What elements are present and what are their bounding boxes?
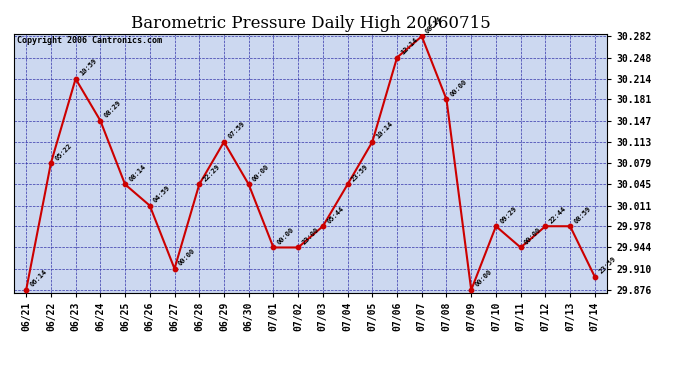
Text: 22:29: 22:29 <box>202 164 221 183</box>
Text: 06:14: 06:14 <box>29 269 48 288</box>
Point <box>293 244 304 250</box>
Point <box>391 54 402 60</box>
Text: 04:59: 04:59 <box>152 184 172 204</box>
Text: 08:59: 08:59 <box>573 205 592 225</box>
Text: 12:14: 12:14 <box>400 36 419 56</box>
Point <box>169 266 180 272</box>
Point <box>540 223 551 229</box>
Point <box>416 33 427 39</box>
Text: 07:59: 07:59 <box>227 121 246 140</box>
Text: 23:59: 23:59 <box>351 164 370 183</box>
Text: 10:59: 10:59 <box>79 58 98 77</box>
Point <box>268 244 279 250</box>
Point <box>119 182 130 188</box>
Point <box>491 223 502 229</box>
Text: 23:00: 23:00 <box>301 226 320 246</box>
Text: 00:00: 00:00 <box>524 226 543 246</box>
Text: 22:44: 22:44 <box>548 205 567 225</box>
Point <box>564 223 575 229</box>
Point <box>194 182 205 188</box>
Point <box>466 287 477 293</box>
Point <box>46 160 57 166</box>
Text: 05:44: 05:44 <box>326 205 345 225</box>
Text: 08:14: 08:14 <box>128 164 147 183</box>
Text: 08:29: 08:29 <box>103 100 122 119</box>
Text: 00:00: 00:00 <box>276 226 295 246</box>
Point <box>243 182 254 188</box>
Point <box>589 274 600 280</box>
Point <box>515 244 526 250</box>
Point <box>70 76 81 82</box>
Point <box>21 287 32 293</box>
Text: 00:00: 00:00 <box>177 248 197 267</box>
Text: 00:00: 00:00 <box>449 78 469 98</box>
Point <box>317 223 328 229</box>
Text: 08:14: 08:14 <box>424 15 444 34</box>
Text: 00:00: 00:00 <box>251 164 270 183</box>
Text: Copyright 2006 Cantronics.com: Copyright 2006 Cantronics.com <box>17 36 161 45</box>
Point <box>441 96 452 102</box>
Text: 10:14: 10:14 <box>375 121 395 140</box>
Title: Barometric Pressure Daily High 20060715: Barometric Pressure Daily High 20060715 <box>130 15 491 32</box>
Point <box>219 139 230 145</box>
Point <box>367 139 378 145</box>
Point <box>342 182 353 188</box>
Text: 23:59: 23:59 <box>598 256 617 275</box>
Point <box>95 118 106 124</box>
Text: 00:00: 00:00 <box>474 269 493 288</box>
Text: 05:22: 05:22 <box>54 142 73 161</box>
Text: 09:29: 09:29 <box>499 205 518 225</box>
Point <box>144 202 155 208</box>
